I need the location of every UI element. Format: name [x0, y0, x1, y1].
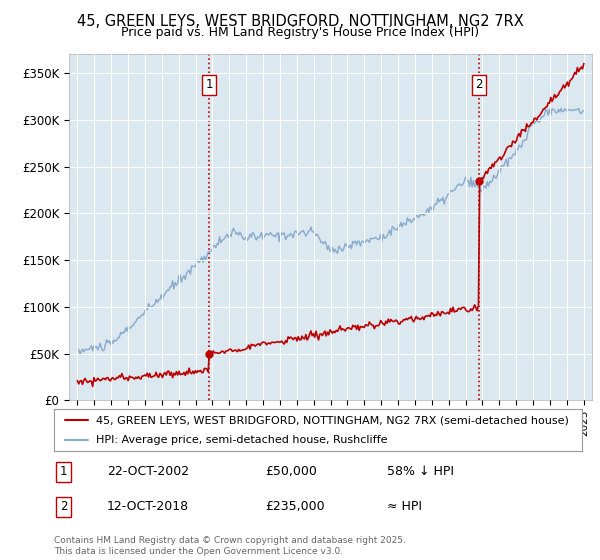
Text: Contains HM Land Registry data © Crown copyright and database right 2025.
This d: Contains HM Land Registry data © Crown c… [54, 536, 406, 556]
Text: 2: 2 [475, 78, 483, 91]
Text: ≈ HPI: ≈ HPI [386, 500, 422, 514]
Text: £50,000: £50,000 [265, 465, 317, 478]
Text: 1: 1 [205, 78, 213, 91]
Text: Price paid vs. HM Land Registry's House Price Index (HPI): Price paid vs. HM Land Registry's House … [121, 26, 479, 39]
Text: £235,000: £235,000 [265, 500, 325, 514]
Text: 2: 2 [60, 500, 67, 514]
Text: 1: 1 [60, 465, 67, 478]
Text: 22-OCT-2002: 22-OCT-2002 [107, 465, 189, 478]
Text: 12-OCT-2018: 12-OCT-2018 [107, 500, 189, 514]
Text: HPI: Average price, semi-detached house, Rushcliffe: HPI: Average price, semi-detached house,… [96, 435, 388, 445]
Text: 45, GREEN LEYS, WEST BRIDGFORD, NOTTINGHAM, NG2 7RX: 45, GREEN LEYS, WEST BRIDGFORD, NOTTINGH… [77, 14, 523, 29]
Text: 58% ↓ HPI: 58% ↓ HPI [386, 465, 454, 478]
Text: 45, GREEN LEYS, WEST BRIDGFORD, NOTTINGHAM, NG2 7RX (semi-detached house): 45, GREEN LEYS, WEST BRIDGFORD, NOTTINGH… [96, 415, 569, 425]
